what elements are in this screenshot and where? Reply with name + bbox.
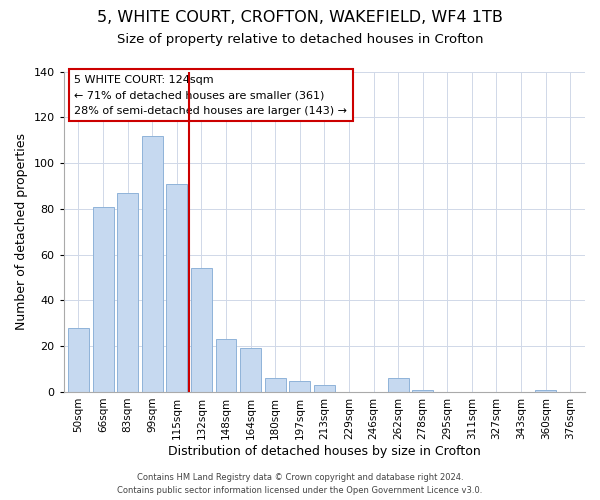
Bar — [412, 390, 433, 392]
Bar — [68, 328, 89, 392]
Bar — [289, 380, 310, 392]
Text: Contains HM Land Registry data © Crown copyright and database right 2024.
Contai: Contains HM Land Registry data © Crown c… — [118, 474, 482, 495]
Bar — [117, 193, 138, 392]
X-axis label: Distribution of detached houses by size in Crofton: Distribution of detached houses by size … — [168, 444, 481, 458]
Text: Size of property relative to detached houses in Crofton: Size of property relative to detached ho… — [117, 32, 483, 46]
Bar — [92, 206, 113, 392]
Bar — [314, 385, 335, 392]
Y-axis label: Number of detached properties: Number of detached properties — [15, 133, 28, 330]
Bar — [142, 136, 163, 392]
Bar — [191, 268, 212, 392]
Text: 5, WHITE COURT, CROFTON, WAKEFIELD, WF4 1TB: 5, WHITE COURT, CROFTON, WAKEFIELD, WF4 … — [97, 10, 503, 25]
Bar — [265, 378, 286, 392]
Bar — [166, 184, 187, 392]
Bar — [215, 340, 236, 392]
Text: 5 WHITE COURT: 124sqm
← 71% of detached houses are smaller (361)
28% of semi-det: 5 WHITE COURT: 124sqm ← 71% of detached … — [74, 74, 347, 116]
Bar — [388, 378, 409, 392]
Bar — [240, 348, 261, 392]
Bar — [535, 390, 556, 392]
